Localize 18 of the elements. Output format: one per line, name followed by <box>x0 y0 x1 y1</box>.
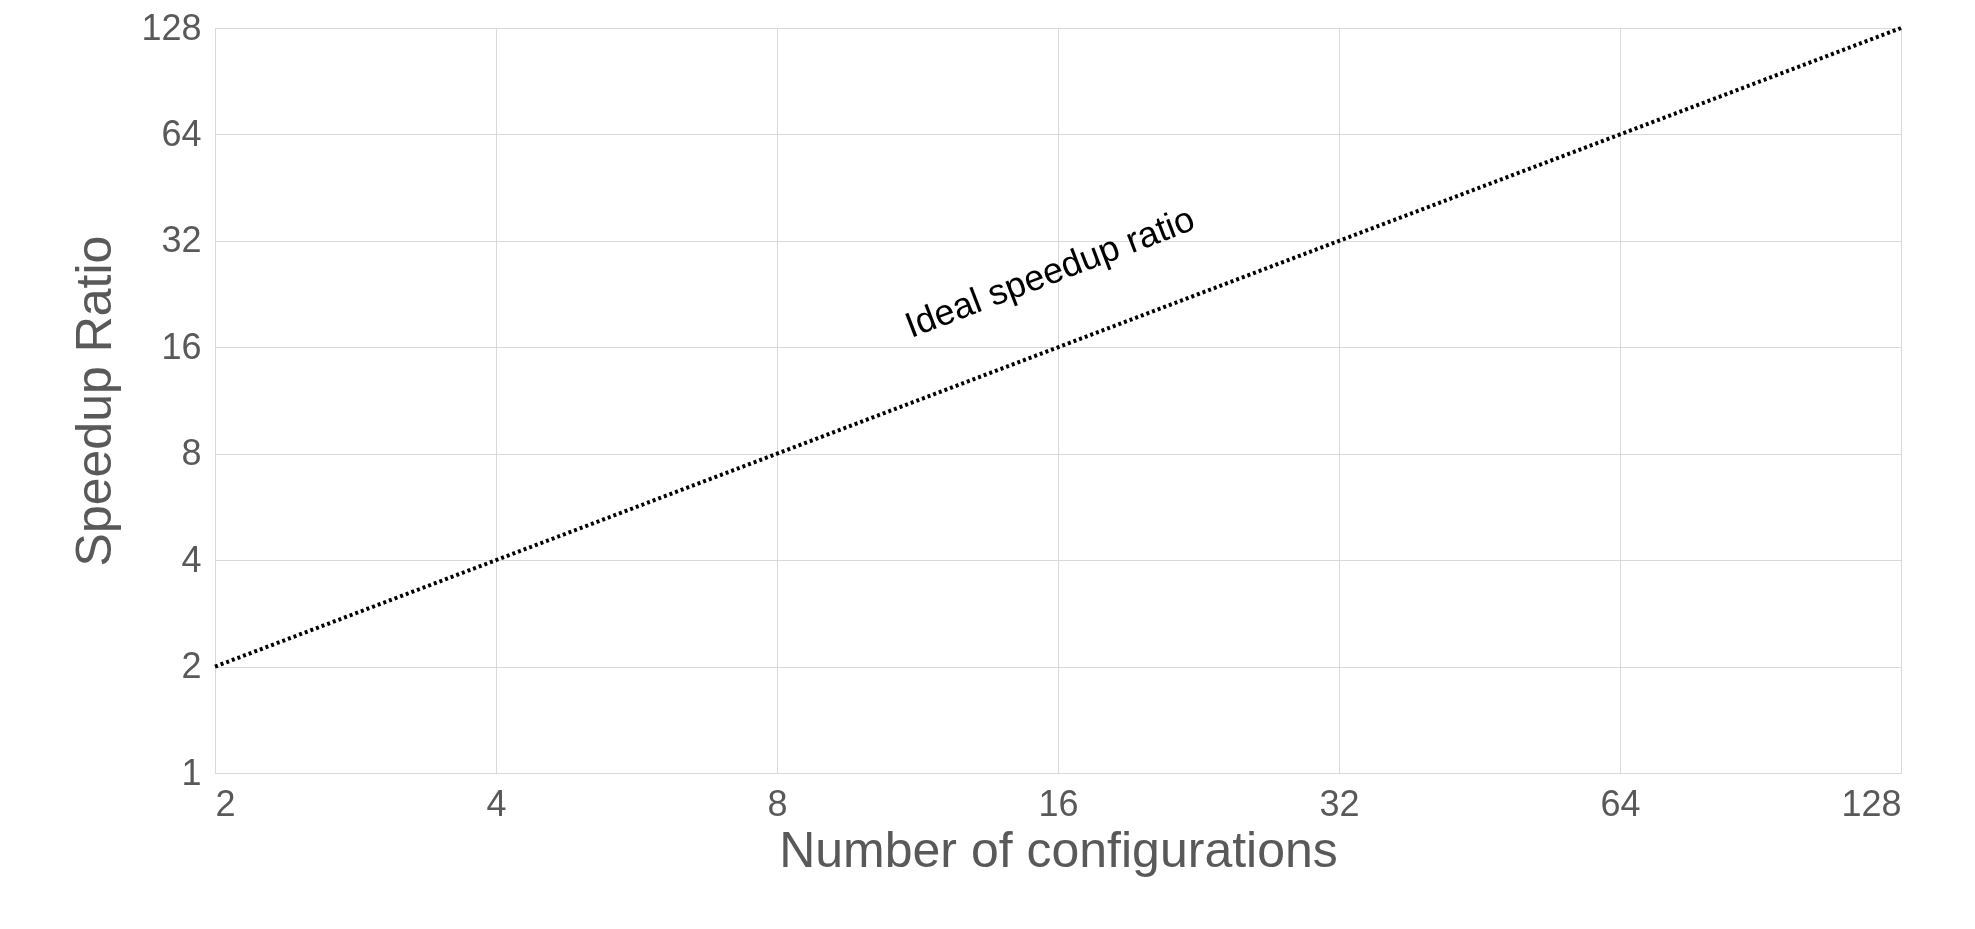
x-tick-label: 32 <box>1319 782 1360 824</box>
y-tick-label: 4 <box>181 538 202 580</box>
x-axis-title: Number of configurations <box>779 821 1338 878</box>
x-tick-label: 2 <box>215 782 236 824</box>
line-series <box>213 26 1903 669</box>
x-tick-label: 8 <box>767 782 788 824</box>
y-tick-label: 1 <box>181 751 202 793</box>
y-tick-label: 8 <box>181 432 202 474</box>
y-tick-label: 16 <box>161 325 202 367</box>
x-tick-label: 16 <box>1038 782 1079 824</box>
x-tick-label: 4 <box>486 782 507 824</box>
x-tick-label: 64 <box>1600 782 1641 824</box>
y-tick-label: 64 <box>161 112 202 154</box>
y-axis-title: Speedup Ratio <box>66 235 123 567</box>
y-tick-label: 128 <box>141 6 202 48</box>
y-tick-label: 32 <box>161 219 202 261</box>
x-tick-label: 128 <box>1841 782 1902 824</box>
y-tick-label: 2 <box>181 645 202 687</box>
